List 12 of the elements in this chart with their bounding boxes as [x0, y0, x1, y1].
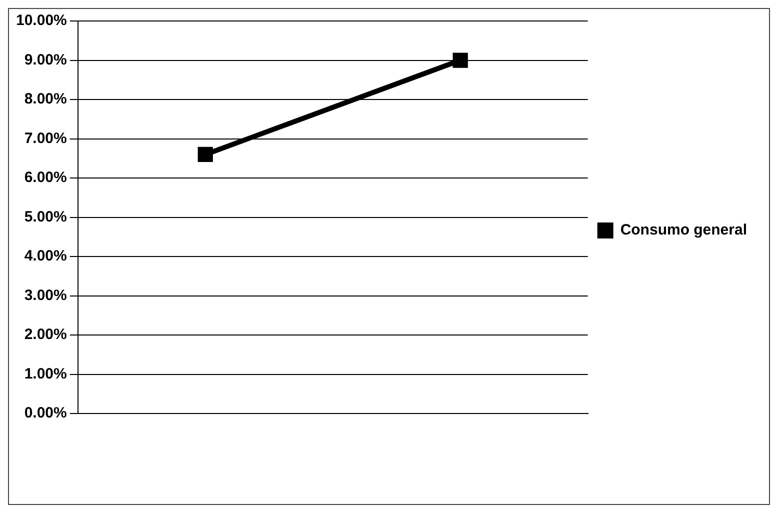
y-tick-label: 2.00%	[24, 326, 67, 344]
y-tick-label: 10.00%	[16, 12, 67, 30]
legend-label: Consumo general	[620, 222, 747, 239]
y-tick-label: 4.00%	[24, 248, 67, 265]
y-tick-label: 7.00%	[24, 130, 67, 147]
y-tick-label: 1.00%	[24, 365, 67, 382]
y-tick-label: 8.00%	[24, 90, 67, 108]
y-tick-label: 9.00%	[24, 51, 67, 68]
y-tick-label: 5.00%	[24, 208, 67, 226]
y-tick-label: 3.00%	[24, 286, 67, 304]
y-tick-label: 6.00%	[24, 169, 67, 186]
y-tick-label: 0.00%	[24, 404, 67, 422]
